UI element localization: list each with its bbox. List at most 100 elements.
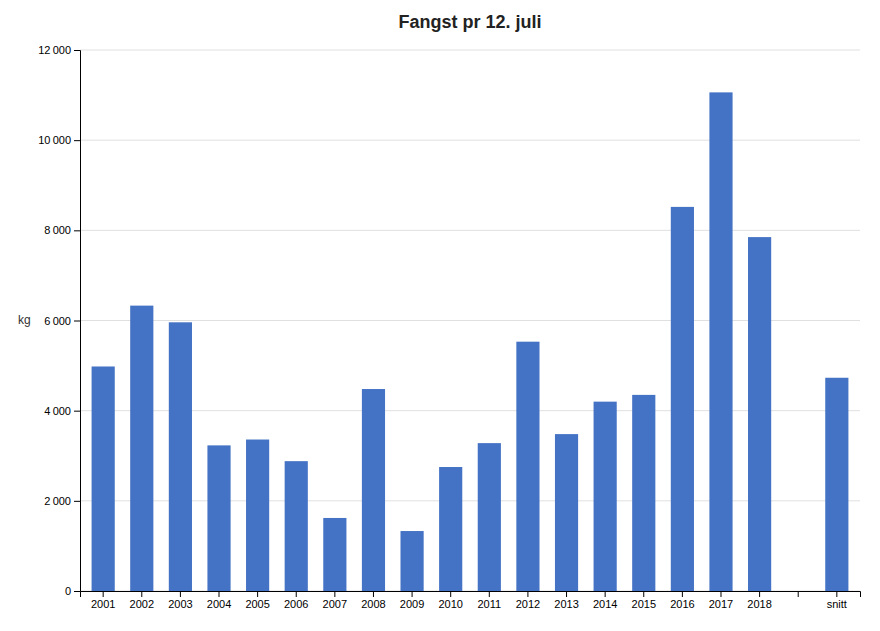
x-tick-label: 2007	[323, 598, 347, 610]
bar	[787, 591, 810, 592]
x-tick: 2017	[709, 591, 733, 610]
y-tick-label: 0	[65, 585, 71, 597]
x-tick	[798, 591, 799, 597]
x-tick: 2018	[747, 591, 771, 610]
bar	[516, 342, 539, 591]
x-tick-label: 2017	[709, 598, 733, 610]
x-tick-label: snitt	[827, 598, 847, 610]
y-tick: 4 000	[44, 405, 80, 417]
x-tick-mark	[836, 591, 837, 597]
grid-line	[80, 230, 860, 231]
y-tick-label: 10 000	[38, 134, 71, 146]
x-tick-mark	[103, 591, 104, 597]
grid-line	[80, 140, 860, 141]
bar	[825, 378, 848, 591]
x-tick-label: 2018	[747, 598, 771, 610]
bar	[207, 445, 230, 591]
x-axis: 2001 2002 2003 2004 2005 2006 2007 2008 2009 2010…	[81, 591, 861, 610]
bar	[748, 237, 771, 591]
bar	[594, 402, 617, 591]
x-tick-mark	[219, 591, 220, 597]
bar	[709, 92, 732, 591]
x-tick: 2013	[554, 591, 578, 610]
x-tick-mark	[141, 591, 142, 597]
x-tick: 2009	[400, 591, 424, 610]
y-axis-title: kg	[18, 313, 31, 327]
grid-line	[80, 50, 860, 51]
y-tick: 10 000	[38, 134, 80, 146]
bar	[400, 531, 423, 591]
y-tick-mark	[74, 230, 80, 231]
x-tick-label: 2015	[632, 598, 656, 610]
y-tick: 12 000	[38, 44, 80, 56]
x-tick: 2006	[284, 591, 308, 610]
y-tick-label: 6 000	[44, 315, 71, 327]
y-tick-mark	[74, 411, 80, 412]
x-tick-label: 2016	[670, 598, 694, 610]
chart-svg: 02 0004 0006 0008 00010 00012 0002001200…	[0, 0, 880, 631]
x-tick: 2015	[632, 591, 656, 610]
x-tick-mark	[334, 591, 335, 597]
x-tick: 2011	[477, 591, 501, 610]
x-tick-label: 2006	[284, 598, 308, 610]
chart-container: 02 0004 0006 0008 00010 00012 0002001200…	[0, 0, 880, 631]
x-tick-mark	[643, 591, 644, 597]
y-tick: 6 000	[44, 315, 80, 327]
bar	[671, 207, 694, 591]
x-tick: 2005	[245, 591, 269, 610]
bar	[92, 366, 115, 591]
bars	[92, 92, 849, 591]
x-tick: 2008	[361, 591, 385, 610]
bar	[285, 461, 308, 591]
chart-title: Fangst pr 12. juli	[398, 12, 541, 32]
x-tick-mark	[180, 591, 181, 597]
y-tick-mark	[74, 140, 80, 141]
x-tick-mark	[566, 591, 567, 597]
bar	[555, 434, 578, 591]
bar	[323, 518, 346, 591]
x-axis-line	[81, 592, 861, 598]
grid	[80, 50, 860, 591]
x-tick-label: 2004	[207, 598, 231, 610]
y-tick-label: 4 000	[44, 405, 71, 417]
x-tick-label: 2012	[516, 598, 540, 610]
bar	[246, 440, 269, 591]
x-tick-mark	[489, 591, 490, 597]
x-tick-label: 2003	[168, 598, 192, 610]
x-tick-label: 2005	[245, 598, 269, 610]
x-tick-mark	[296, 591, 297, 597]
y-tick-mark	[74, 591, 80, 592]
bar	[632, 395, 655, 591]
x-tick-mark	[412, 591, 413, 597]
x-tick: 2004	[207, 591, 231, 610]
x-tick: snitt	[827, 591, 847, 610]
x-tick: 2003	[168, 591, 192, 610]
x-tick-label: 2010	[438, 598, 462, 610]
y-tick: 2 000	[44, 495, 80, 507]
bar	[362, 389, 385, 591]
y-axis: 0 2 000 4 000 6 000 8 000 10 000 12 000	[38, 44, 80, 597]
grid-line	[80, 320, 860, 321]
y-tick-label: 12 000	[38, 44, 71, 56]
x-tick-label: 2002	[130, 598, 154, 610]
bar	[169, 322, 192, 591]
x-tick-mark	[682, 591, 683, 597]
x-tick-label: 2008	[361, 598, 385, 610]
x-tick: 2012	[516, 591, 540, 610]
bar	[478, 443, 501, 591]
x-tick-label: 2001	[91, 598, 115, 610]
x-tick-mark	[605, 591, 606, 597]
x-tick-label: 2009	[400, 598, 424, 610]
x-tick-mark	[257, 591, 258, 597]
y-tick-label: 8 000	[44, 224, 71, 236]
x-tick: 2002	[130, 591, 154, 610]
y-tick-mark	[74, 50, 80, 51]
x-tick: 2016	[670, 591, 694, 610]
x-tick-label: 2013	[554, 598, 578, 610]
x-tick: 2010	[438, 591, 462, 610]
x-tick: 2014	[593, 591, 617, 610]
y-tick: 0	[65, 585, 80, 597]
x-tick-mark	[798, 591, 799, 597]
y-tick: 8 000	[44, 224, 80, 236]
x-tick-mark	[720, 591, 721, 597]
